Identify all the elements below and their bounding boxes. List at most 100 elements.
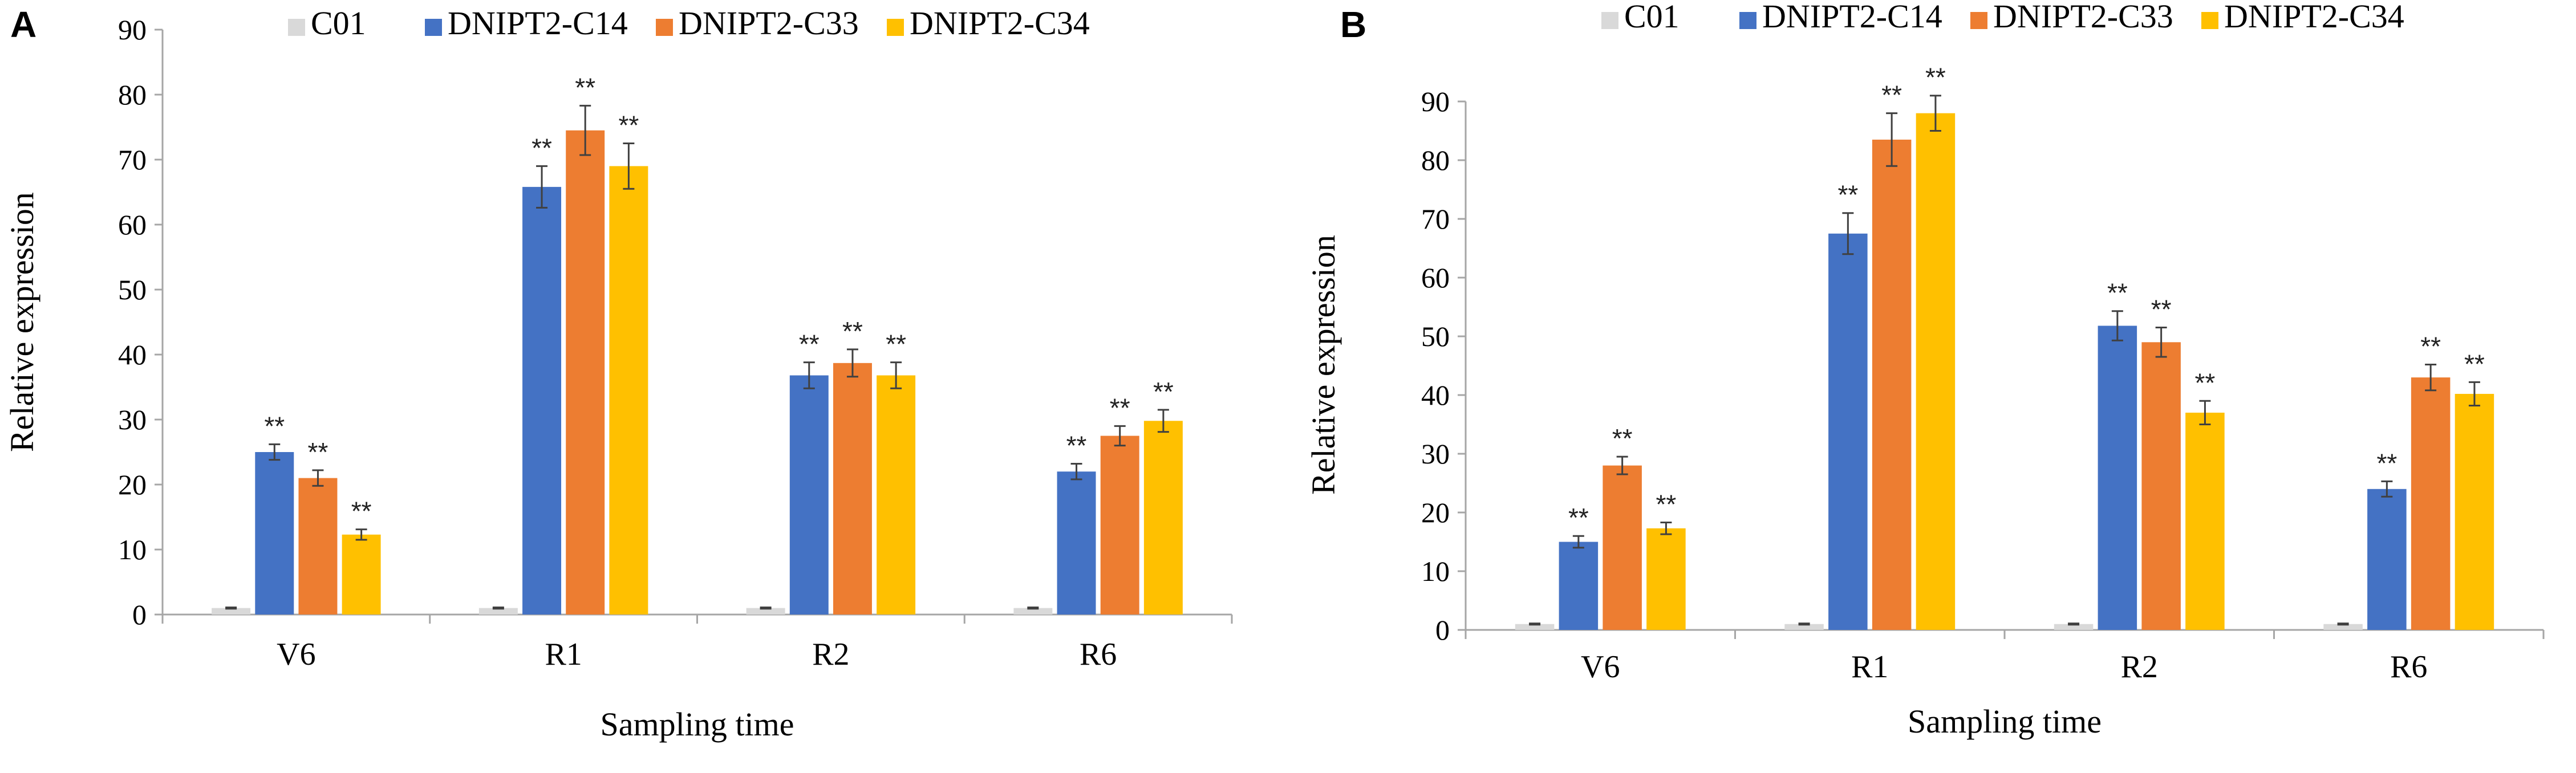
panel-b-legend-swatch-dnipt2-c14: [1739, 12, 1756, 29]
panel-a-bar-dnipt2-c34-r6: [1143, 421, 1183, 615]
panel-a-legend-label-dnipt2-c14: DNIPT2-C14: [448, 5, 628, 42]
panel-b-bar-dnipt2-c33-v6: [1603, 465, 1642, 630]
panel-b-bar-dnipt2-c34-r1: [1916, 113, 1956, 630]
panel-b-bar-dnipt2-c33-r2: [2141, 342, 2181, 630]
panel-a-ytick-40: 40: [118, 339, 147, 371]
panel-a-sig-dnipt2-c33-r2: **: [842, 316, 863, 346]
panel-b-legend-label-dnipt2-c34: DNIPT2-C34: [2224, 0, 2404, 35]
panel-b-y-axis-title: Relative expression: [1305, 235, 1342, 495]
panel-a-category-r2: R2: [812, 637, 849, 672]
panel-a-legend-label-dnipt2-c34: DNIPT2-C34: [910, 5, 1090, 42]
panel-a-sig-dnipt2-c34-r6: **: [1153, 377, 1174, 406]
panel-a-bar-c01-r2: [746, 608, 785, 615]
panel-b-legend-swatch-dnipt2-c33: [1970, 12, 1987, 29]
panel-a-ytick-70: 70: [118, 144, 147, 176]
panel-a-label: A: [10, 4, 36, 45]
panel-a-y-axis-title: Relative expression: [3, 192, 40, 452]
panel-b-ytick-30: 30: [1421, 438, 1450, 470]
panel-a-bar-c01-v6: [212, 608, 251, 615]
panel-b-bar-dnipt2-c14-r6: [2367, 489, 2407, 630]
panel-b-chart: B 0 10 20 30 40 50 60 70 80 90 V6 ** ** ** R1 ** ** ** R2 **…: [1305, 0, 2545, 740]
panel-b-legend-swatch-c01: [1601, 12, 1618, 29]
panel-b-x-axis-title: Sampling time: [1908, 703, 2102, 740]
panel-a-chart: A 0 10 20 30 40 50 60 70 80 90 V6 ** ** ** R1 ** ** ** R2 **…: [3, 4, 1233, 743]
panel-b-sig-dnipt2-c33-r2: **: [2151, 295, 2172, 324]
panel-a-sig-dnipt2-c33-r6: **: [1110, 393, 1130, 422]
panel-b-category-r2: R2: [2121, 649, 2158, 685]
panel-b-ytick-90: 90: [1421, 86, 1450, 117]
panel-a-sig-dnipt2-c14-r6: **: [1066, 431, 1087, 461]
panel-b-bar-dnipt2-c14-r2: [2098, 326, 2137, 630]
panel-b-sig-dnipt2-c14-v6: **: [1568, 503, 1589, 532]
panel-b-bar-dnipt2-c34-r2: [2185, 412, 2225, 630]
panel-a-ytick-60: 60: [118, 209, 147, 241]
panel-a-ytick-30: 30: [118, 404, 147, 436]
panel-b-category-r1: R1: [1851, 649, 1888, 685]
panel-a-sig-dnipt2-c14-r1: **: [532, 133, 552, 162]
panel-b-ytick-20: 20: [1421, 497, 1450, 528]
panel-b-bar-dnipt2-c34-v6: [1646, 528, 1686, 630]
panel-b-legend-swatch-dnipt2-c34: [2201, 12, 2218, 29]
panel-a-category-r6: R6: [1080, 637, 1117, 672]
panel-b-label: B: [1340, 4, 1366, 45]
panel-b-sig-dnipt2-c34-r2: **: [2195, 368, 2216, 397]
panel-b-category-v6: V6: [1581, 649, 1620, 685]
panel-a-sig-dnipt2-c34-v6: **: [351, 497, 372, 526]
panel-b-ytick-40: 40: [1421, 379, 1450, 411]
panel-a-bar-c01-r1: [478, 608, 518, 615]
panel-a-sig-dnipt2-c34-r1: **: [618, 111, 639, 140]
panel-a-sig-dnipt2-c14-v6: **: [264, 411, 285, 441]
panel-b-sig-dnipt2-c34-r1: **: [1925, 63, 1946, 92]
panel-b-legend-label-dnipt2-c14: DNIPT2-C14: [1762, 0, 1942, 35]
panel-a-legend-swatch-dnipt2-c14: [425, 19, 442, 36]
panel-a-bar-dnipt2-c14-r2: [789, 375, 829, 615]
panel-a-ytick-80: 80: [118, 79, 147, 111]
panel-b-bar-dnipt2-c14-v6: [1559, 542, 1599, 630]
panel-a-legend-label-dnipt2-c33: DNIPT2-C33: [679, 5, 859, 42]
panel-b-bar-c01-v6: [1515, 624, 1555, 630]
panel-b-bar-dnipt2-c34-r6: [2455, 393, 2494, 630]
panel-b-sig-dnipt2-c33-r6: **: [2420, 331, 2441, 361]
panel-b-bar-dnipt2-c14-r1: [1828, 233, 1868, 630]
panel-b-ytick-70: 70: [1421, 203, 1450, 235]
panel-b-legend-label-c01: C01: [1624, 0, 1680, 35]
panel-a-bar-dnipt2-c33-r6: [1100, 436, 1139, 615]
panel-b-legend-label-dnipt2-c33: DNIPT2-C33: [1993, 0, 2173, 35]
panel-a-sig-dnipt2-c14-r2: **: [799, 329, 820, 359]
panel-a-bar-dnipt2-c14-r1: [522, 186, 562, 615]
panel-a-sig-dnipt2-c33-r1: **: [575, 72, 595, 102]
panel-a-bar-c01-r6: [1013, 608, 1053, 615]
panel-b-ytick-0: 0: [1435, 614, 1450, 646]
panel-b-category-r6: R6: [2390, 649, 2427, 685]
panel-a-bar-dnipt2-c33-v6: [298, 478, 338, 615]
panel-b-sig-dnipt2-c33-r1: **: [1881, 80, 1902, 110]
panel-a-legend-swatch-dnipt2-c33: [656, 19, 673, 36]
panel-b-bar-c01-r1: [1784, 624, 1824, 630]
panel-b-bar-c01-r6: [2323, 624, 2363, 630]
panel-b-sig-dnipt2-c14-r6: **: [2376, 448, 2397, 478]
panel-a-ytick-10: 10: [118, 534, 147, 565]
panel-a-bar-dnipt2-c34-v6: [342, 534, 381, 615]
panel-a-ytick-90: 90: [118, 14, 147, 46]
panel-a-legend-swatch-dnipt2-c34: [887, 19, 904, 36]
panel-b-bar-dnipt2-c33-r1: [1872, 139, 1912, 630]
panel-a-bar-dnipt2-c34-r1: [609, 166, 648, 615]
panel-b-ytick-80: 80: [1421, 144, 1450, 176]
panel-b-bar-c01-r2: [2054, 624, 2094, 630]
panel-a-x-axis-title: Sampling time: [601, 706, 794, 743]
panel-b-ytick-50: 50: [1421, 320, 1450, 352]
panel-b-ytick-10: 10: [1421, 555, 1450, 587]
panel-a-category-v6: V6: [277, 637, 315, 672]
panel-a-category-r1: R1: [545, 637, 582, 672]
panel-a-bar-dnipt2-c33-r1: [566, 130, 605, 615]
panel-a-ytick-50: 50: [118, 274, 147, 306]
panel-a-ytick-20: 20: [118, 469, 147, 501]
panel-b-ytick-60: 60: [1421, 262, 1450, 294]
panel-b-sig-dnipt2-c34-r6: **: [2464, 349, 2485, 379]
panel-a-bar-dnipt2-c34-r2: [877, 375, 916, 615]
panel-a-ytick-0: 0: [132, 599, 147, 630]
panel-b-bar-dnipt2-c33-r6: [2411, 377, 2451, 630]
panel-a-sig-dnipt2-c33-v6: **: [308, 437, 328, 467]
panel-a-bar-dnipt2-c14-r6: [1057, 471, 1096, 615]
